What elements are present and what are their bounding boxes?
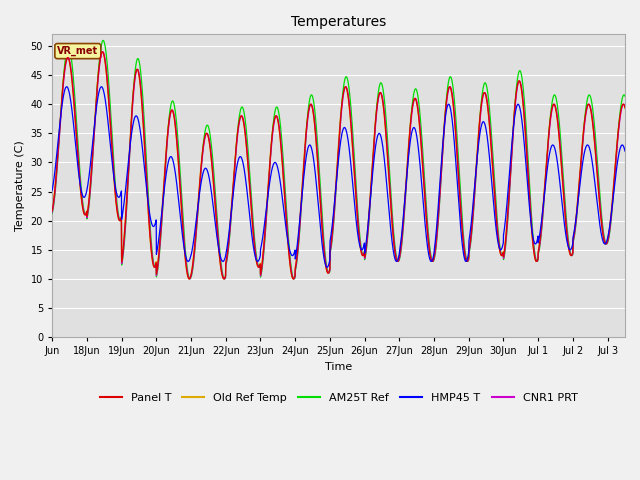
Y-axis label: Temperature (C): Temperature (C)	[15, 140, 25, 231]
X-axis label: Time: Time	[325, 362, 352, 372]
Legend: Panel T, Old Ref Temp, AM25T Ref, HMP45 T, CNR1 PRT: Panel T, Old Ref Temp, AM25T Ref, HMP45 …	[95, 388, 582, 407]
Text: VR_met: VR_met	[58, 46, 99, 56]
Title: Temperatures: Temperatures	[291, 15, 386, 29]
